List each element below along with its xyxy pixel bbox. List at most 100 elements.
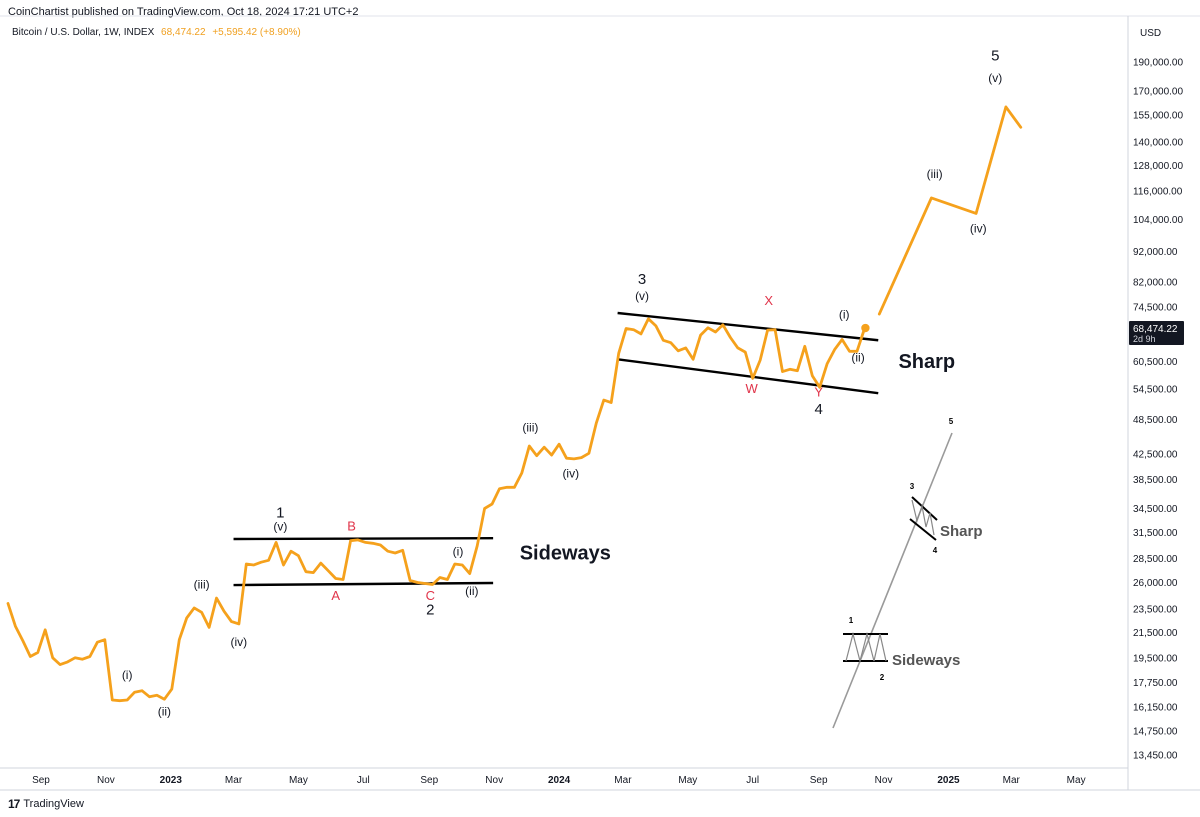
wave-label: (iii) xyxy=(522,420,538,434)
symbol-line: Bitcoin / U.S. Dollar, 1W, INDEX 68,474.… xyxy=(12,27,301,38)
y-tick-label: 128,000.00 xyxy=(1133,161,1183,172)
y-tick-label: 92,000.00 xyxy=(1133,247,1178,258)
wave-label: (i) xyxy=(453,545,464,559)
tradingview-mark-icon: 17 xyxy=(8,797,20,811)
y-tick-label: 48,500.00 xyxy=(1133,415,1178,426)
wave-label: (iv) xyxy=(970,222,987,236)
price-line xyxy=(6,317,866,703)
y-tick-label: 14,750.00 xyxy=(1133,726,1178,737)
sharp-channel-top xyxy=(617,311,879,342)
y-tick-label: 104,000.00 xyxy=(1133,215,1183,226)
wave-label: (i) xyxy=(839,307,850,321)
y-tick-label: 26,000.00 xyxy=(1133,578,1178,589)
inset-sharp-top xyxy=(911,496,938,521)
wave-label: X xyxy=(764,293,773,308)
wave-label: 4 xyxy=(814,401,822,418)
wave-label: W xyxy=(746,381,759,396)
y-tick-label: 60,500.00 xyxy=(1133,357,1178,368)
wave-label: Y xyxy=(814,385,823,400)
last-price-value: 68,474.22 xyxy=(1133,324,1178,335)
projection-line xyxy=(877,105,1023,316)
published-line: CoinChartist published on TradingView.co… xyxy=(8,6,359,18)
y-tick-label: 21,500.00 xyxy=(1133,628,1178,639)
inset-sharp-bottom xyxy=(909,518,937,541)
inset-label-1: 1 xyxy=(849,616,854,625)
x-tick-label: Mar xyxy=(225,775,243,786)
x-tick-label: Jul xyxy=(357,775,370,786)
inset-label-2: 2 xyxy=(880,673,885,682)
x-tick-label: Mar xyxy=(614,775,632,786)
y-tick-label: 42,500.00 xyxy=(1133,449,1178,460)
x-tick-label: May xyxy=(1067,775,1086,786)
symbol-change: +5,595.42 (+8.90%) xyxy=(212,27,301,38)
x-tick-label: May xyxy=(289,775,308,786)
wave-label: (ii) xyxy=(158,704,171,718)
inset-label-sharp: Sharp xyxy=(940,523,983,540)
x-tick-label: Nov xyxy=(875,775,893,786)
x-tick-label: Jul xyxy=(746,775,759,786)
tradingview-logo: 17 TradingView xyxy=(8,797,84,811)
wave-label: (iv) xyxy=(231,635,248,649)
wave-label: (ii) xyxy=(851,350,864,364)
wave-label: (v) xyxy=(988,71,1002,85)
sideways-channel-top xyxy=(233,536,494,541)
y-tick-label: 170,000.00 xyxy=(1133,87,1183,98)
symbol-price: 68,474.22 xyxy=(161,27,206,38)
x-tick-label: Mar xyxy=(1003,775,1021,786)
x-tick-label: 2024 xyxy=(548,775,571,786)
wave-label: (i) xyxy=(122,668,133,682)
x-tick-label: Nov xyxy=(97,775,115,786)
y-tick-label: 31,500.00 xyxy=(1133,528,1178,539)
wave-label: Sideways xyxy=(520,542,611,564)
y-tick-label: 54,500.00 xyxy=(1133,384,1178,395)
y-tick-label: 155,000.00 xyxy=(1133,111,1183,122)
wave-label: (iii) xyxy=(927,167,943,181)
wave-label: (iii) xyxy=(194,578,210,592)
y-tick-label: 13,450.00 xyxy=(1133,751,1178,762)
x-tick-label: Sep xyxy=(32,775,50,786)
inset-label-5: 5 xyxy=(949,417,954,426)
tradingview-brand: TradingView xyxy=(23,798,84,810)
wave-label: B xyxy=(347,519,356,534)
inset-label-4: 4 xyxy=(933,546,938,555)
y-tick-label: 16,150.00 xyxy=(1133,703,1178,714)
wave-label: (ii) xyxy=(465,584,478,598)
inset-sideways-zigzag xyxy=(845,631,887,664)
y-tick-label: 23,500.00 xyxy=(1133,604,1178,615)
y-axis-title: USD xyxy=(1140,28,1161,39)
inset-sharp-zigzag xyxy=(911,499,935,536)
y-tick-label: 28,500.00 xyxy=(1133,554,1178,565)
wave-label: 3 xyxy=(638,271,646,288)
wave-label: (iv) xyxy=(562,467,579,481)
wave-label: 1 xyxy=(276,505,284,522)
x-tick-label: 2023 xyxy=(160,775,183,786)
last-price-badge xyxy=(1129,321,1184,346)
inset-label-sideways: Sideways xyxy=(892,652,960,669)
symbol-name: Bitcoin / U.S. Dollar, 1W, INDEX xyxy=(12,27,155,38)
x-tick-label: 2025 xyxy=(937,775,960,786)
wave-label: Sharp xyxy=(898,351,955,373)
inset-trend-line xyxy=(832,432,953,729)
y-tick-label: 34,500.00 xyxy=(1133,504,1178,515)
last-price-dot xyxy=(861,323,870,333)
wave-label: (v) xyxy=(273,520,287,534)
y-tick-label: 74,500.00 xyxy=(1133,302,1178,313)
wave-label: 2 xyxy=(426,602,434,619)
wave-label: C xyxy=(426,588,435,603)
inset-label-3: 3 xyxy=(910,482,915,491)
y-tick-label: 19,500.00 xyxy=(1133,653,1178,664)
y-tick-label: 140,000.00 xyxy=(1133,137,1183,148)
wave-label: (v) xyxy=(635,289,649,303)
y-tick-label: 82,000.00 xyxy=(1133,277,1178,288)
x-tick-label: Sep xyxy=(420,775,438,786)
last-price-countdown: 2d 9h xyxy=(1133,334,1156,344)
x-tick-label: Nov xyxy=(485,775,503,786)
x-tick-label: May xyxy=(678,775,697,786)
sideways-channel-bottom xyxy=(233,581,494,587)
y-tick-label: 116,000.00 xyxy=(1133,187,1183,198)
wave-label: 5 xyxy=(991,48,999,65)
y-tick-label: 190,000.00 xyxy=(1133,57,1183,68)
y-tick-label: 38,500.00 xyxy=(1133,475,1178,486)
x-tick-label: Sep xyxy=(810,775,828,786)
